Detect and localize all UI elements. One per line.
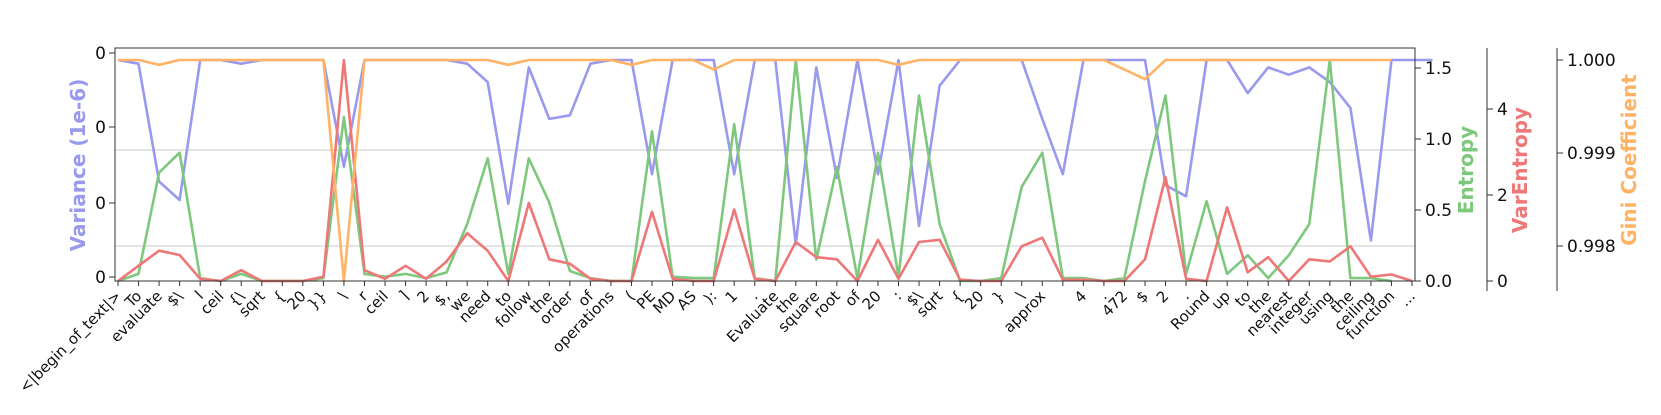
x-tick-label: <|begin_of_text|> xyxy=(16,287,126,397)
variance-tick-label: 0 xyxy=(95,194,106,214)
variance-tick-label: 0 xyxy=(95,268,106,288)
varentropy-tick-label: 2 xyxy=(1497,186,1508,206)
variance-axis-title: Variance (1e-6) xyxy=(66,79,90,252)
entropy-tick-label: 1.0 xyxy=(1425,130,1452,150)
x-tick-label: Round xyxy=(1167,287,1213,333)
axes: 0 0 0 0 0.0 0.5 1.0 1.5 0 2 4 0.998 0.999 1.000 xyxy=(95,44,1616,292)
x-tick-label: approx xyxy=(1000,287,1049,336)
variance-tick-label: 0 xyxy=(95,118,106,138)
series-line-variance xyxy=(117,58,1433,246)
variance-tick-label: 0 xyxy=(95,44,106,64)
gini-tick-label: 0.998 xyxy=(1567,237,1616,257)
series-lines xyxy=(117,58,1433,283)
x-tick-label: ceil xyxy=(197,287,228,318)
x-tick-label: } xyxy=(989,287,1008,306)
varentropy-tick-label: 0 xyxy=(1497,272,1508,292)
x-tick-label: $\ xyxy=(163,286,187,310)
entropy-tick-label: 1.5 xyxy=(1425,59,1452,79)
x-tick-label: ⌉ xyxy=(396,287,413,304)
x-tick-label: 20 xyxy=(859,287,885,313)
series-line-varentropy xyxy=(117,58,1413,283)
gini-axis-title: Gini Coefficient xyxy=(1617,74,1641,246)
plot-frame xyxy=(114,47,1416,282)
entropy-axis-title: Entropy xyxy=(1454,126,1478,214)
x-tick-label: 1 xyxy=(722,287,741,306)
x-tick-label: }} xyxy=(304,287,330,313)
x-tick-label: 20 xyxy=(961,287,987,313)
gini-tick-label: 0.999 xyxy=(1567,144,1616,164)
varentropy-tick-label: 4 xyxy=(1497,100,1508,120)
varentropy-axis-title: VarEntropy xyxy=(1508,107,1532,233)
entropy-tick-label: 0.5 xyxy=(1425,201,1452,221)
x-tick-label: ): xyxy=(700,287,720,307)
x-tick-label: up xyxy=(1208,287,1234,313)
x-tick-label: 472 xyxy=(1098,287,1131,320)
entropy-tick-label: 0.0 xyxy=(1425,272,1452,292)
x-tick-label: $ xyxy=(1132,287,1151,306)
x-tick-label: AS xyxy=(673,287,700,314)
x-tick-label: ceil xyxy=(361,287,392,318)
x-tick-label: : xyxy=(889,287,905,303)
x-tick-label: ... xyxy=(1396,287,1419,310)
series-line-gini xyxy=(118,58,1392,283)
gini-tick-label: 1.000 xyxy=(1567,51,1616,71)
x-tick-label: 4 xyxy=(1071,287,1090,306)
x-tick-label: \ xyxy=(334,286,351,303)
x-tick-label: 2 xyxy=(1153,287,1172,306)
